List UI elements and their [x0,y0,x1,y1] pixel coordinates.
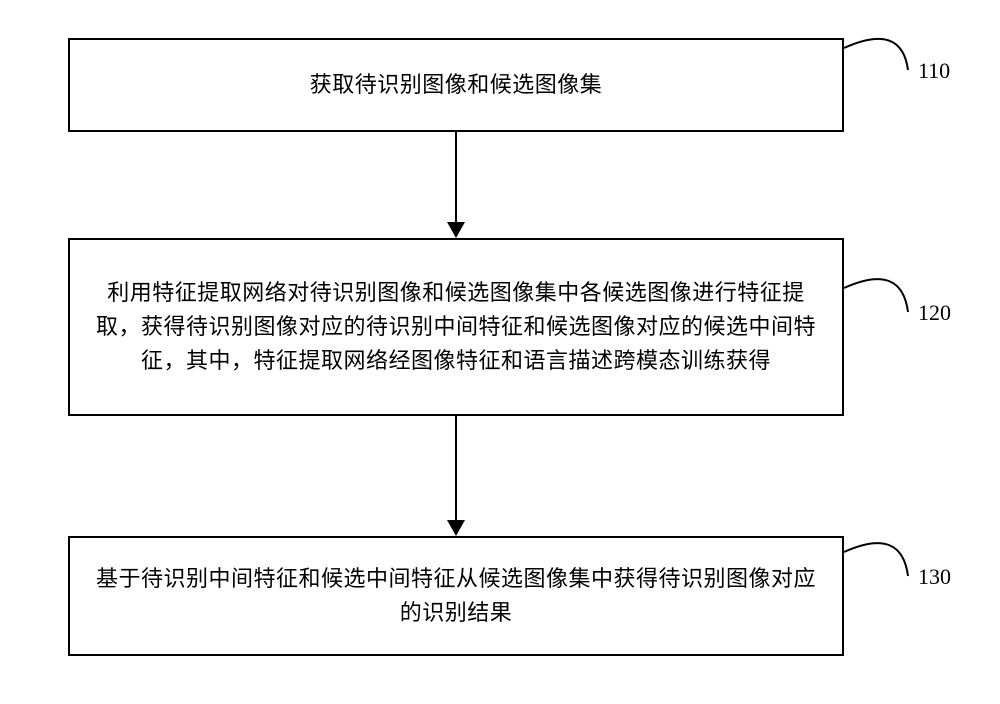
arrow-120-to-130 [436,416,476,536]
callout-curve-120 [844,258,912,316]
callout-curve-110 [844,18,912,74]
callout-label-130: 130 [918,564,951,590]
flow-step-110-text: 获取待识别图像和候选图像集 [310,68,603,102]
arrow-110-to-120 [436,132,476,238]
flow-step-120: 利用特征提取网络对待识别图像和候选图像集中各候选图像进行特征提取，获得待识别图像… [68,238,844,416]
flow-step-120-text: 利用特征提取网络对待识别图像和候选图像集中各候选图像进行特征提取，获得待识别图像… [92,276,820,378]
callout-curve-130 [844,522,912,580]
callout-label-110: 110 [918,58,950,84]
flow-step-130-text: 基于待识别中间特征和候选中间特征从候选图像集中获得待识别图像对应的识别结果 [96,562,816,630]
flow-step-130: 基于待识别中间特征和候选中间特征从候选图像集中获得待识别图像对应的识别结果 [68,536,844,656]
flow-step-110: 获取待识别图像和候选图像集 [68,38,844,132]
callout-label-120: 120 [918,300,951,326]
